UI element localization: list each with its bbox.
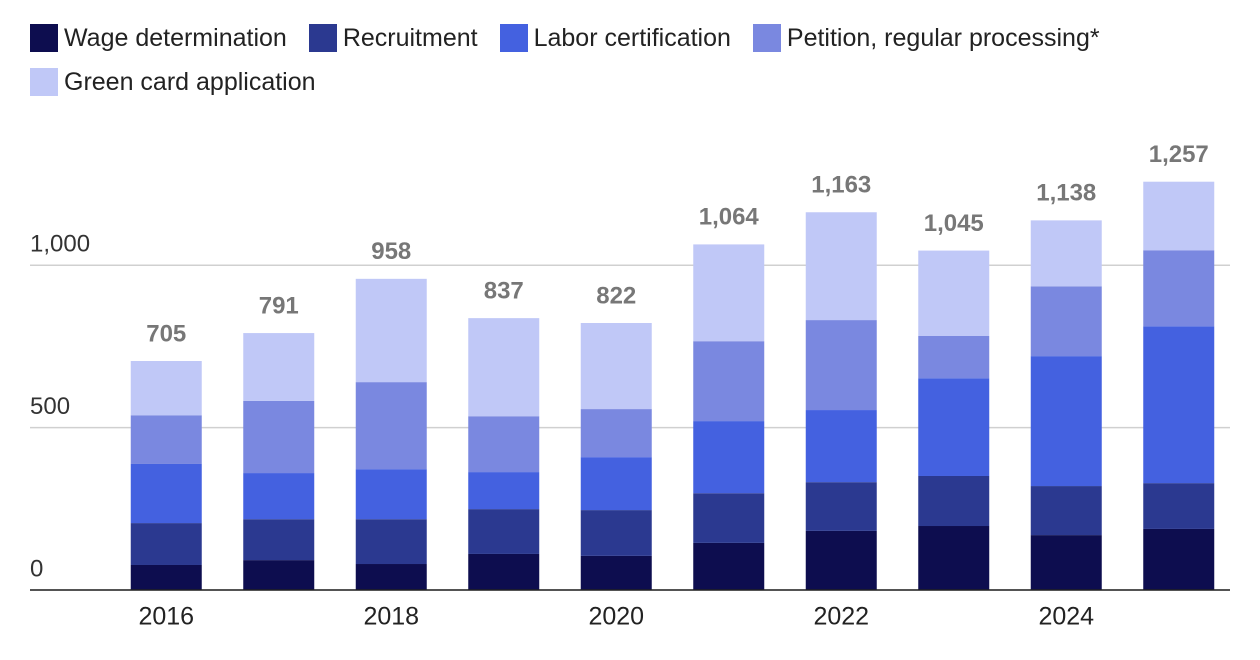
bar-segment xyxy=(580,555,652,590)
bar-segment xyxy=(580,457,652,511)
bar-segment xyxy=(355,278,427,383)
bar-segment xyxy=(1143,483,1215,529)
legend-label: Labor certification xyxy=(533,23,731,52)
total-label: 705 xyxy=(146,320,186,347)
total-label: 1,163 xyxy=(811,172,871,199)
x-tick-label: 2018 xyxy=(363,603,419,631)
bar-segment xyxy=(693,341,765,422)
bar-segment xyxy=(355,519,427,565)
bar-segment xyxy=(805,320,877,411)
bar-segment xyxy=(130,564,202,590)
total-label: 822 xyxy=(596,282,636,309)
legend-swatch xyxy=(308,24,337,52)
bar-segment xyxy=(468,509,540,554)
bar-segment xyxy=(468,318,540,417)
bar-segment xyxy=(805,410,877,483)
total-label: 837 xyxy=(484,277,524,304)
x-tick-label: 2022 xyxy=(813,603,869,631)
bar-segment xyxy=(1030,486,1102,536)
bar-segment xyxy=(243,400,315,474)
bar-segment xyxy=(468,416,540,473)
legend-label: Wage determination xyxy=(64,23,287,52)
legend-item: Labor certification xyxy=(499,23,731,52)
bar-segment xyxy=(1143,181,1215,251)
bar-segment xyxy=(580,510,652,556)
bar-segment xyxy=(918,475,990,527)
y-tick-label: 0 xyxy=(30,555,43,582)
bar-segment xyxy=(918,250,990,336)
bar-segment xyxy=(1143,250,1215,327)
bar-segment xyxy=(130,415,202,464)
legend: Wage determination Recruitment Labor certi… xyxy=(30,24,1250,96)
bar-segment xyxy=(693,542,765,590)
legend-item: Green card application xyxy=(30,68,316,96)
x-tick-label: 2020 xyxy=(588,603,644,631)
bar-segment xyxy=(1030,286,1102,357)
total-label: 1,045 xyxy=(924,210,984,237)
bar-segment xyxy=(1143,528,1215,590)
legend-label: Petition, regular processing* xyxy=(786,23,1100,52)
bar-segment xyxy=(130,463,202,524)
bar-segment xyxy=(1030,535,1102,590)
bar-segment xyxy=(355,469,427,520)
legend-swatch xyxy=(30,68,58,96)
legend-item: Recruitment xyxy=(308,23,478,52)
bar-segment xyxy=(243,560,315,590)
bar-segment xyxy=(580,323,652,410)
x-tick-label: 2024 xyxy=(1038,603,1094,631)
bar-segment xyxy=(243,473,315,520)
bar-segment xyxy=(130,361,202,416)
total-label: 1,138 xyxy=(1036,180,1096,207)
legend-label: Recruitment xyxy=(342,23,478,52)
bar-segment xyxy=(243,333,315,401)
x-tick-label: 2016 xyxy=(138,603,194,631)
total-label: 958 xyxy=(371,238,411,265)
bar-segment xyxy=(468,553,540,590)
bar-segment xyxy=(693,421,765,494)
legend-swatch xyxy=(30,24,58,52)
bar-segment xyxy=(1030,220,1102,287)
bar-segment xyxy=(1030,356,1102,487)
bar-segment xyxy=(918,335,990,379)
total-label: 1,257 xyxy=(1149,141,1209,168)
legend-swatch xyxy=(499,24,528,52)
bar-segment xyxy=(130,523,202,565)
bar-segment xyxy=(243,519,315,561)
legend-label: Green card application xyxy=(64,67,316,96)
bar-segment xyxy=(693,493,765,543)
total-label: 791 xyxy=(259,292,299,319)
legend-item: Petition, regular processing* xyxy=(752,23,1100,52)
bar-segment xyxy=(805,212,877,321)
bar-segment xyxy=(355,382,427,470)
bar-segment xyxy=(805,482,877,531)
bar-segment xyxy=(468,472,540,510)
legend-item: Wage determination xyxy=(30,24,287,52)
bar-segment xyxy=(805,530,877,590)
bar-segment xyxy=(918,526,990,590)
y-tick-label: 500 xyxy=(30,393,70,420)
total-label: 1,064 xyxy=(699,204,760,231)
bar-segment xyxy=(355,564,427,590)
bar-segment xyxy=(918,378,990,476)
bar-segment xyxy=(693,244,765,342)
y-tick-label: 1,000 xyxy=(30,231,90,258)
bar-segment xyxy=(1143,326,1215,484)
bar-segment xyxy=(580,409,652,458)
legend-swatch xyxy=(752,24,781,52)
